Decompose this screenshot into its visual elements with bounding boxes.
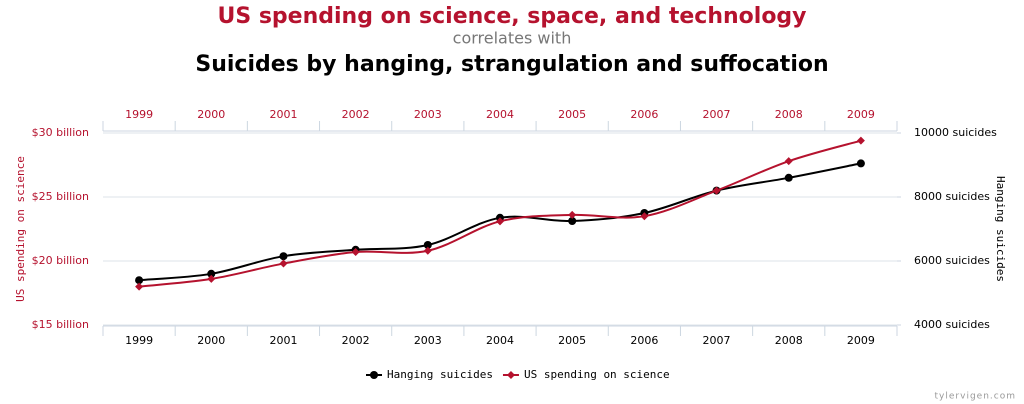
legend-marker — [370, 371, 378, 379]
y-tick-label: $20 billion — [32, 254, 89, 267]
y-axis-title: US spending on science — [14, 156, 27, 302]
point — [423, 246, 432, 255]
x-tick-label: 2009 — [847, 334, 875, 347]
y2-axis-title: Hanging suicides — [994, 176, 1007, 282]
x-tick-label-top: 2002 — [342, 108, 370, 121]
x-tick-label-top: 2004 — [486, 108, 514, 121]
x-tick-label: 2006 — [630, 334, 658, 347]
x-tick-label: 2001 — [269, 334, 297, 347]
point — [784, 173, 793, 182]
x-tick-label: 1999 — [125, 334, 153, 347]
x-tick-label-top: 2005 — [558, 108, 586, 121]
chart-subtitle: correlates with — [453, 29, 572, 48]
y-tick-label: $30 billion — [32, 126, 89, 139]
point — [640, 212, 649, 221]
legend-label: US spending on science — [524, 368, 670, 381]
point — [351, 248, 360, 257]
point — [279, 252, 288, 261]
point — [568, 210, 577, 219]
point — [207, 269, 216, 278]
x-tick-label: 2000 — [197, 334, 225, 347]
x-tick-label: 2008 — [775, 334, 803, 347]
x-tick-label: 2005 — [558, 334, 586, 347]
point — [856, 159, 865, 168]
point — [784, 157, 793, 166]
x-tick-label-top: 2001 — [269, 108, 297, 121]
point — [135, 282, 144, 291]
y-tick-label: $25 billion — [32, 190, 89, 203]
point — [135, 276, 144, 285]
point — [856, 136, 865, 145]
chart-title: US spending on science, space, and techn… — [217, 4, 806, 29]
x-tick-label-top: 2006 — [630, 108, 658, 121]
x-tick-label-top: 1999 — [125, 108, 153, 121]
x-tick-label: 2007 — [703, 334, 731, 347]
y2-tick-label: 6000 suicides — [914, 254, 990, 267]
x-tick-label: 2004 — [486, 334, 514, 347]
point — [568, 217, 577, 225]
legend-label: Hanging suicides — [387, 368, 493, 381]
point — [496, 217, 504, 226]
x-tick-label-top: 2003 — [414, 108, 442, 121]
x-tick-label-top: 2007 — [703, 108, 731, 121]
x-tick-label: 2003 — [414, 334, 442, 347]
point — [279, 259, 288, 268]
point — [712, 186, 721, 195]
point — [207, 274, 216, 283]
y2-tick-label: 10000 suicides — [914, 126, 997, 139]
source: tylervigen.com — [935, 392, 1016, 402]
x-tick-label-top: 2009 — [847, 108, 875, 121]
y2-tick-label: 8000 suicides — [914, 190, 990, 203]
legend-marker — [506, 371, 515, 379]
y2-tick-label: 4000 suicides — [914, 318, 990, 331]
x-tick-label: 2002 — [342, 334, 370, 347]
x-tick-label-top: 2000 — [197, 108, 225, 121]
point — [423, 241, 432, 249]
chart-title-2: Suicides by hanging, strangulation and s… — [195, 52, 828, 77]
y-tick-label: $15 billion — [32, 318, 89, 331]
x-tick-label-top: 2008 — [775, 108, 803, 121]
